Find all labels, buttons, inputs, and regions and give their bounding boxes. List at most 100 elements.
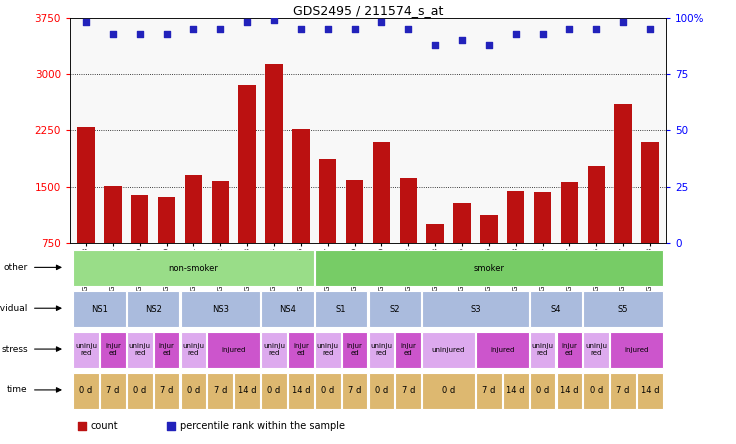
Bar [556, 373, 582, 408]
Bar [315, 332, 341, 368]
Text: uninju
red: uninju red [316, 343, 339, 357]
Bar [476, 373, 502, 408]
Bar [615, 104, 631, 299]
Text: other: other [4, 263, 28, 272]
Bar [127, 291, 180, 327]
Text: NS3: NS3 [212, 305, 229, 313]
Bar [234, 373, 260, 408]
Text: 0 d: 0 d [375, 386, 388, 395]
Bar [288, 373, 314, 408]
Bar [369, 332, 394, 368]
Text: 14 d: 14 d [506, 386, 525, 395]
Text: 7 d: 7 d [160, 386, 173, 395]
Point [107, 30, 118, 37]
Bar [319, 159, 336, 299]
Text: 7 d: 7 d [106, 386, 119, 395]
Bar [530, 373, 556, 408]
Bar [100, 332, 126, 368]
Text: injur
ed: injur ed [347, 343, 363, 357]
Bar [587, 166, 605, 299]
Text: injur
ed: injur ed [105, 343, 121, 357]
Text: injur
ed: injur ed [562, 343, 577, 357]
Text: 14 d: 14 d [291, 386, 310, 395]
Text: stress: stress [1, 345, 28, 353]
Text: percentile rank within the sample: percentile rank within the sample [180, 421, 345, 431]
Bar [265, 64, 283, 299]
Bar [100, 373, 126, 408]
Bar [292, 129, 310, 299]
Bar [261, 291, 314, 327]
Point [80, 19, 92, 26]
Bar [211, 181, 229, 299]
Text: S5: S5 [618, 305, 629, 313]
Bar [180, 373, 206, 408]
Point [160, 30, 172, 37]
Bar [400, 178, 417, 299]
Bar [584, 291, 663, 327]
Text: non-smoker: non-smoker [169, 264, 219, 273]
Bar [154, 373, 180, 408]
Text: injured: injured [222, 347, 246, 353]
Bar [131, 195, 149, 299]
Title: GDS2495 / 211574_s_at: GDS2495 / 211574_s_at [293, 4, 443, 16]
Point [403, 25, 414, 32]
Point [295, 25, 307, 32]
Text: uninju
red: uninju red [129, 343, 151, 357]
Bar [530, 291, 582, 327]
Point [241, 19, 253, 26]
Text: uninjured: uninjured [432, 347, 465, 353]
Bar [77, 127, 95, 299]
Text: count: count [91, 421, 118, 431]
Text: NS4: NS4 [279, 305, 296, 313]
Text: injured: injured [624, 347, 648, 353]
Point [349, 25, 361, 32]
Bar [73, 332, 99, 368]
Text: 0 d: 0 d [267, 386, 280, 395]
Bar [453, 203, 471, 299]
Bar [261, 332, 287, 368]
Bar [73, 250, 314, 286]
Text: time: time [7, 385, 28, 394]
Text: individual: individual [0, 304, 28, 313]
Bar [158, 197, 175, 299]
Bar [73, 291, 126, 327]
Bar [180, 291, 260, 327]
Bar [584, 373, 609, 408]
Text: NS1: NS1 [91, 305, 108, 313]
Point [134, 30, 146, 37]
Bar [610, 332, 663, 368]
Bar [556, 332, 582, 368]
Text: 7 d: 7 d [402, 386, 415, 395]
Text: 0 d: 0 d [321, 386, 334, 395]
Bar [288, 332, 314, 368]
Bar [641, 142, 659, 299]
Text: uninju
red: uninju red [370, 343, 392, 357]
Text: 14 d: 14 d [238, 386, 256, 395]
Bar [422, 373, 475, 408]
Point [375, 19, 387, 26]
Point [188, 25, 199, 32]
Bar [369, 373, 394, 408]
Point [429, 41, 441, 48]
Point [214, 25, 226, 32]
Point [618, 19, 629, 26]
Bar [105, 186, 121, 299]
Text: smoker: smoker [473, 264, 504, 273]
Bar [154, 332, 180, 368]
Bar [261, 373, 287, 408]
Text: uninju
red: uninju red [531, 343, 553, 357]
Bar [530, 332, 556, 368]
Bar [127, 332, 152, 368]
Bar [534, 192, 551, 299]
Point [470, 280, 482, 287]
Bar [426, 224, 444, 299]
Bar [342, 332, 367, 368]
Point [268, 16, 280, 24]
Text: 0 d: 0 d [187, 386, 200, 395]
Point [537, 30, 548, 37]
Bar [238, 84, 256, 299]
Text: NS2: NS2 [145, 305, 162, 313]
Bar [127, 373, 152, 408]
Point [483, 41, 495, 48]
Text: injured: injured [490, 347, 514, 353]
